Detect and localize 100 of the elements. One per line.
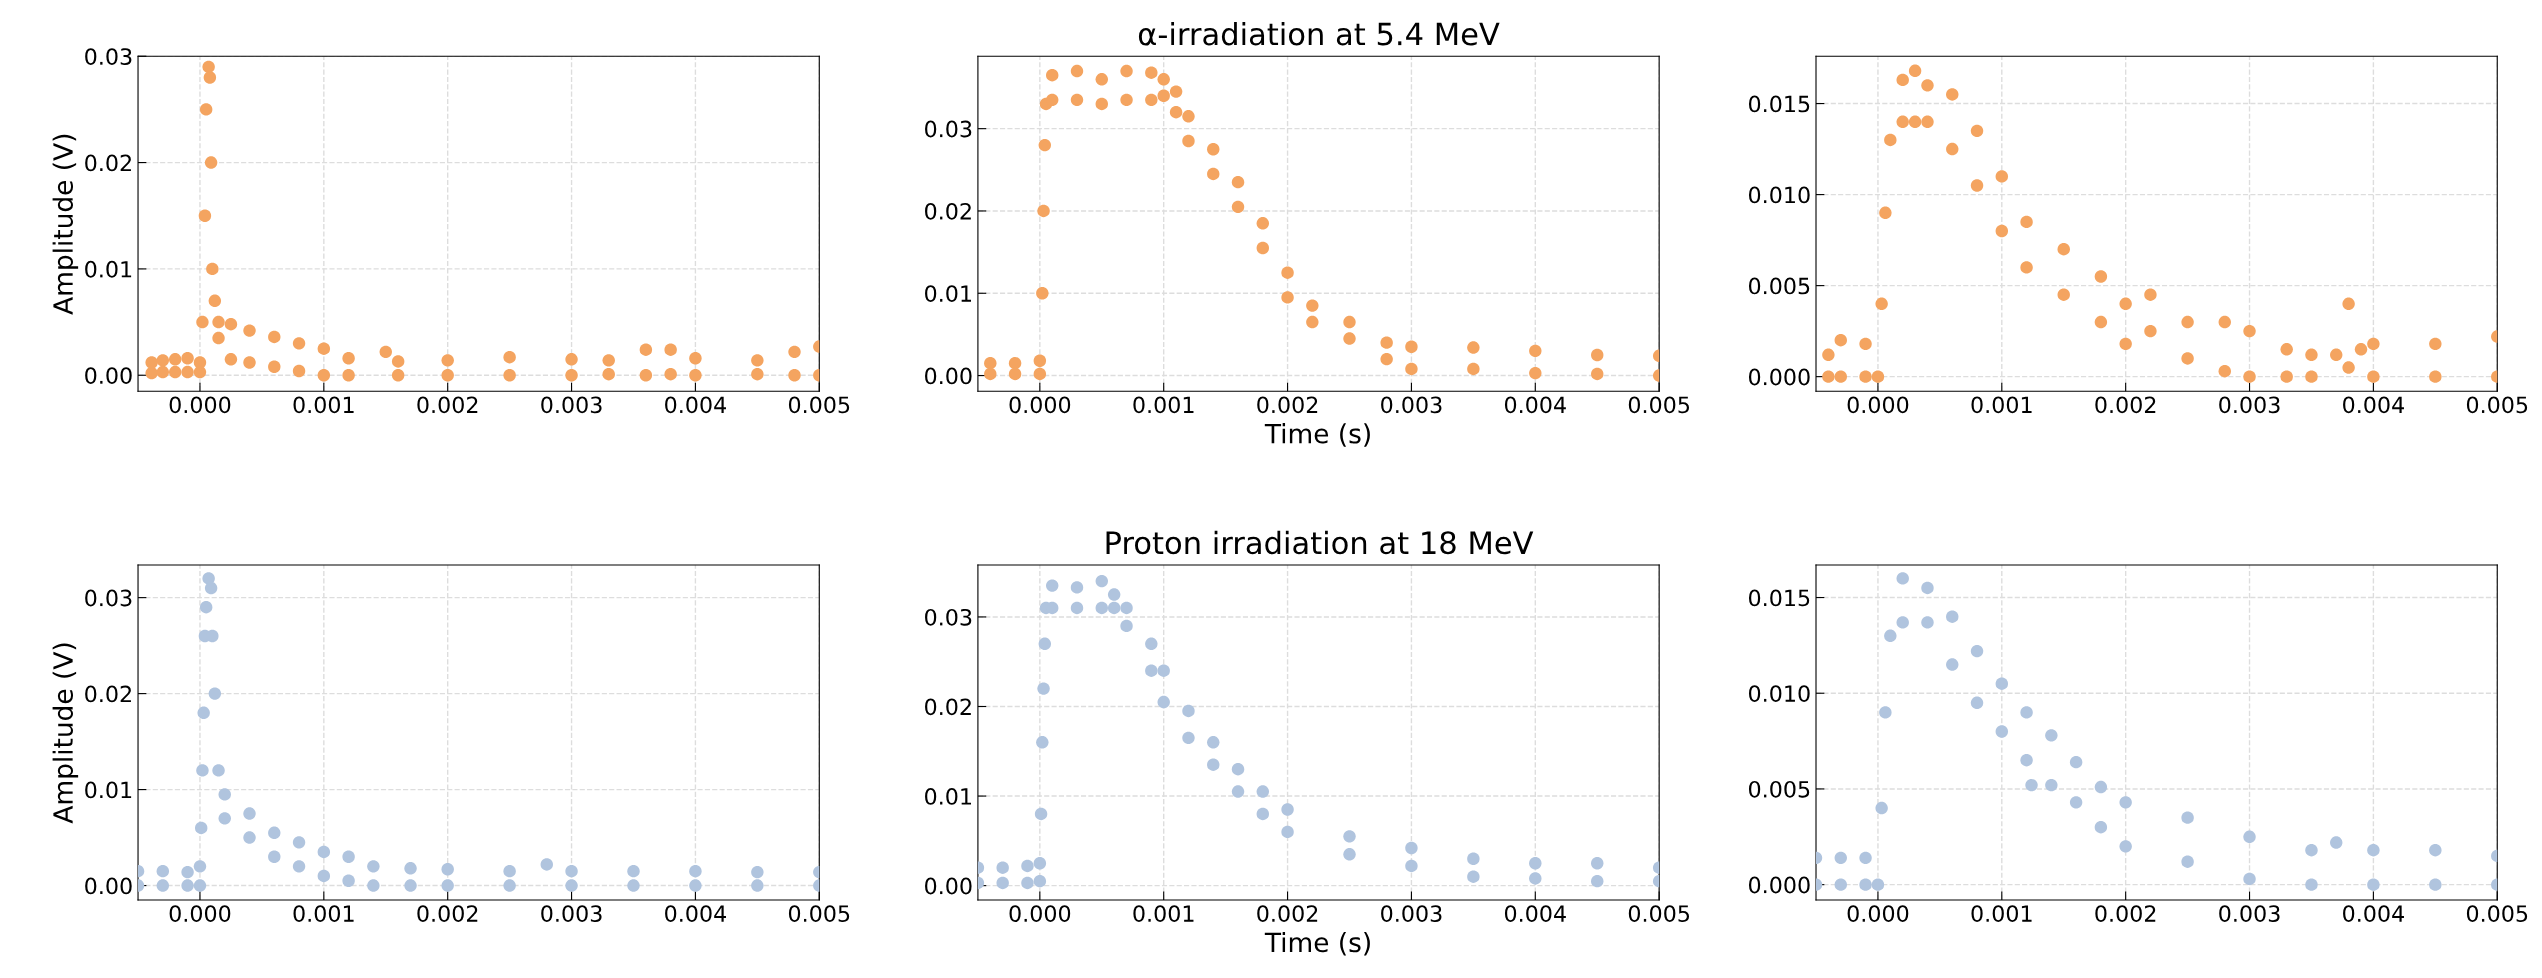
point (996, 876, 1009, 890)
point (1896, 73, 1909, 87)
point (540, 858, 553, 871)
point (565, 353, 578, 366)
point (1884, 629, 1897, 643)
point (212, 315, 225, 329)
point (1859, 370, 1872, 383)
point (1036, 736, 1049, 749)
point (1046, 68, 1059, 82)
point (1157, 664, 1170, 677)
point (1231, 200, 1245, 214)
point (1822, 370, 1835, 383)
point (1120, 64, 1133, 78)
point (1033, 857, 1047, 870)
point (1095, 73, 1108, 86)
x-tick-label: 0.005 (2466, 905, 2528, 923)
point (2181, 811, 2194, 824)
point (1256, 785, 1270, 798)
point (1037, 682, 1050, 695)
y-tick-label: 0.02 (85, 685, 131, 703)
y-tick-label: 0.03 (85, 589, 132, 607)
point (1834, 334, 1847, 347)
point (1591, 348, 1604, 362)
point (391, 369, 405, 382)
x-tick-label: 0.000 (1009, 396, 1071, 414)
point (1405, 362, 1418, 376)
point (1834, 878, 1847, 891)
point (268, 850, 281, 863)
x-tick-label: 0.001 (1971, 905, 2032, 923)
point (1875, 801, 1888, 815)
point (1256, 217, 1270, 230)
x-tick-label: 0.001 (1133, 905, 1194, 923)
point (1529, 872, 1542, 885)
point (292, 337, 306, 350)
y-tick-label: 0.00 (85, 367, 132, 385)
point (2094, 270, 2108, 283)
point (1995, 224, 2009, 238)
point (1231, 785, 1245, 798)
point (1207, 736, 1220, 749)
x-tick-label: 0.000 (1847, 396, 1909, 414)
point (1946, 142, 1959, 156)
point (1033, 367, 1047, 381)
point (1591, 857, 1604, 870)
point (2243, 370, 2256, 383)
point (1995, 725, 2009, 738)
point (197, 706, 210, 720)
point (2181, 352, 2194, 365)
x-tick-label: 0.002 (417, 396, 478, 414)
x-tick-label: 0.001 (293, 396, 354, 414)
point (1095, 97, 1108, 111)
point (1343, 332, 1356, 345)
point (1120, 601, 1133, 615)
point (2057, 242, 2070, 256)
x-tick-label: 0.002 (417, 905, 478, 923)
point (788, 345, 801, 359)
point (751, 865, 764, 879)
point (1036, 287, 1049, 300)
point (181, 365, 194, 379)
y-tick-label: 0.005 (1748, 780, 1810, 798)
x-tick-label: 0.000 (1009, 905, 1071, 923)
point (342, 352, 355, 365)
point (317, 342, 331, 355)
point (2305, 370, 2318, 383)
point (268, 826, 281, 839)
point (565, 864, 578, 878)
point (2367, 843, 2380, 857)
y-tick-label: 0.01 (925, 285, 971, 303)
point (218, 788, 231, 801)
point (1921, 616, 1934, 629)
point (1875, 297, 1888, 311)
point (1896, 616, 1909, 629)
point (317, 369, 331, 382)
point (1157, 73, 1170, 86)
point (1822, 348, 1835, 361)
point (1306, 299, 1319, 312)
point (751, 879, 764, 892)
point (2429, 843, 2442, 857)
point (503, 879, 516, 892)
point (1145, 664, 1158, 677)
point (1405, 859, 1418, 873)
y-tick-label: 0.00 (925, 877, 972, 895)
point (212, 331, 225, 345)
point (268, 330, 281, 344)
point (1256, 241, 1270, 255)
y-tick-label: 0.000 (1748, 368, 1810, 386)
point (212, 764, 225, 777)
y-tick-label: 0.010 (1748, 186, 1810, 204)
point (441, 863, 454, 876)
point (1157, 695, 1170, 709)
point (1046, 579, 1059, 592)
point (1343, 830, 1356, 843)
point (2057, 288, 2070, 301)
y-tick-label: 0.000 (1748, 876, 1810, 894)
point (2020, 215, 2033, 229)
point (1070, 601, 1084, 615)
x-tick-label: 0.002 (2095, 905, 2156, 923)
point (689, 352, 702, 365)
point (2330, 348, 2343, 361)
point (268, 360, 281, 373)
point (2094, 315, 2108, 329)
